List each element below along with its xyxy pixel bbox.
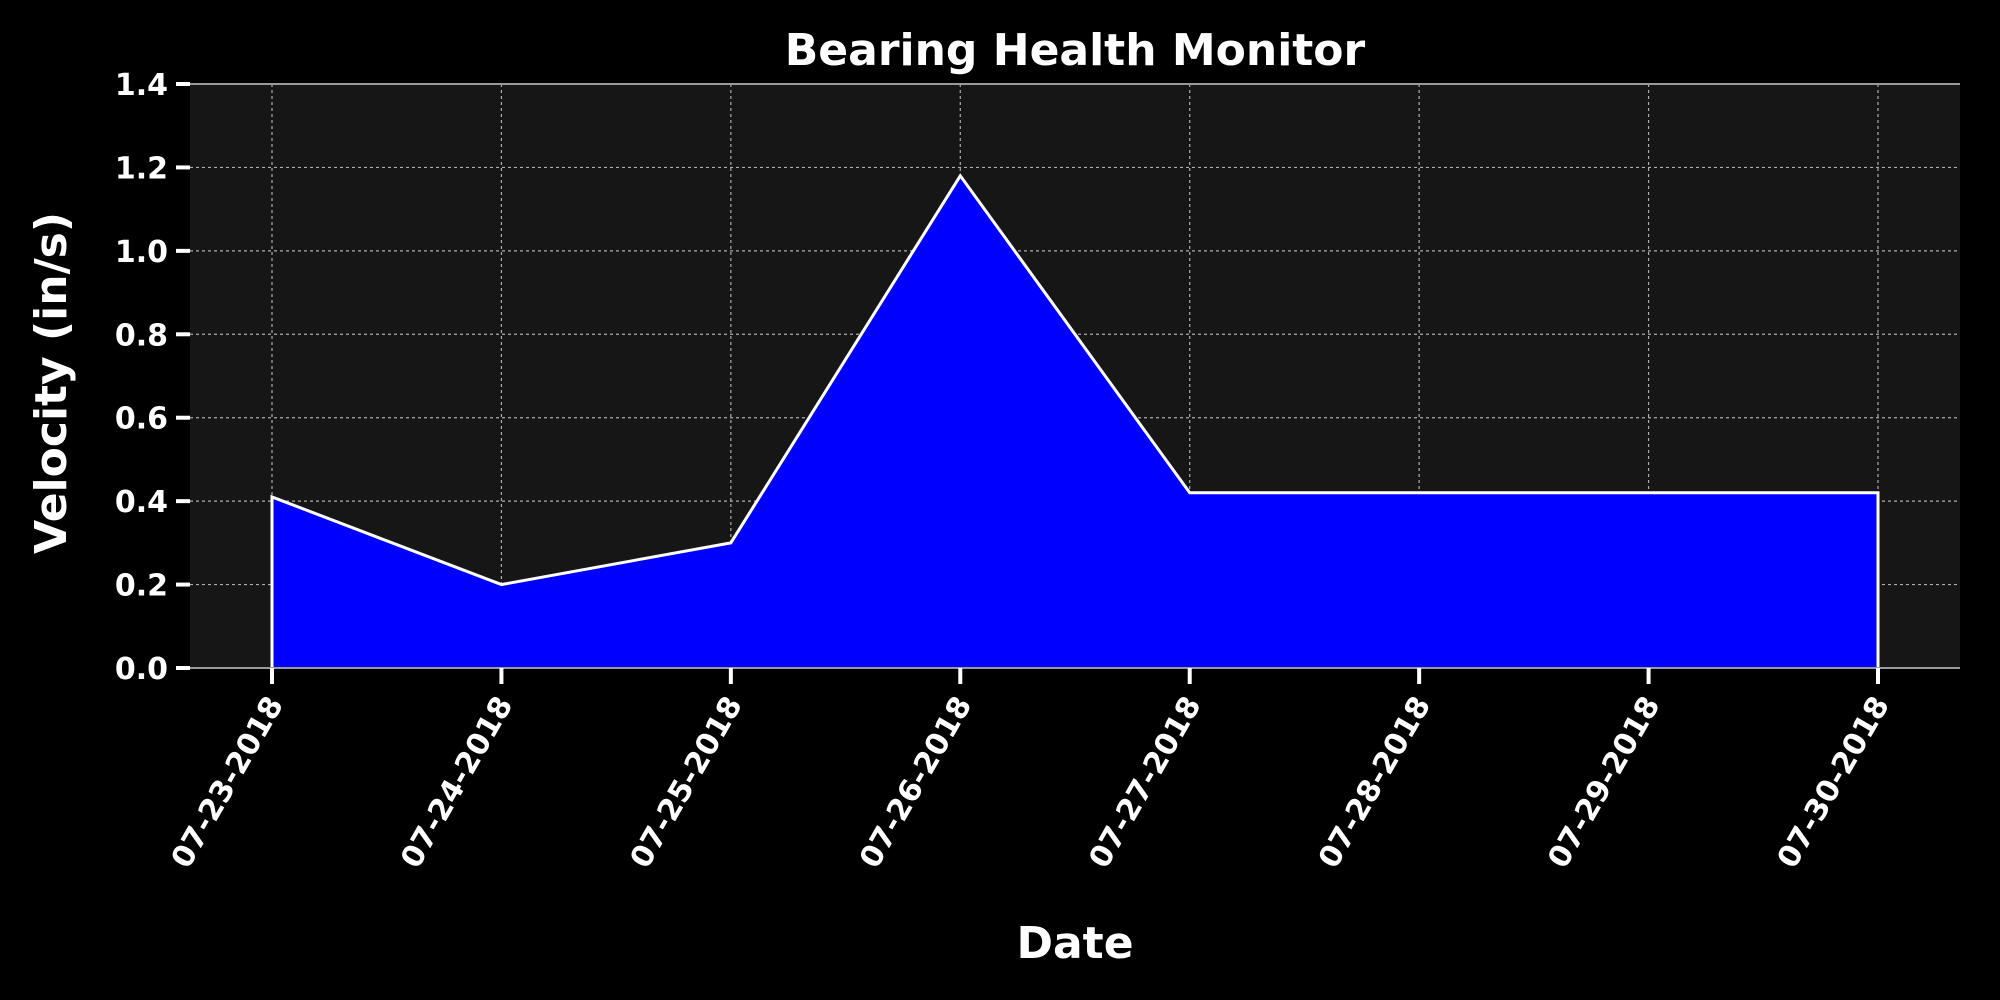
- y-tick-label: 0.8: [115, 318, 168, 353]
- y-tick-label: 0.0: [115, 652, 168, 687]
- y-axis-title: Velocity (in/s): [26, 212, 77, 554]
- y-tick-label: 0.2: [115, 569, 168, 604]
- x-axis-title: Date: [1016, 918, 1133, 969]
- chart-title: Bearing Health Monitor: [785, 25, 1366, 76]
- y-axis: 0.0 0.2 0.4 0.6 0.8 1.0 1.2 1.4: [115, 68, 190, 687]
- y-tick-label: 1.2: [115, 151, 168, 186]
- y-tick-label: 0.6: [115, 402, 168, 437]
- y-tick-label: 1.0: [115, 235, 168, 270]
- y-tick-label: 0.4: [115, 485, 168, 520]
- series-line: [270, 173, 1880, 668]
- area-fill: [272, 175, 1878, 668]
- y-tick-label: 1.4: [115, 68, 168, 103]
